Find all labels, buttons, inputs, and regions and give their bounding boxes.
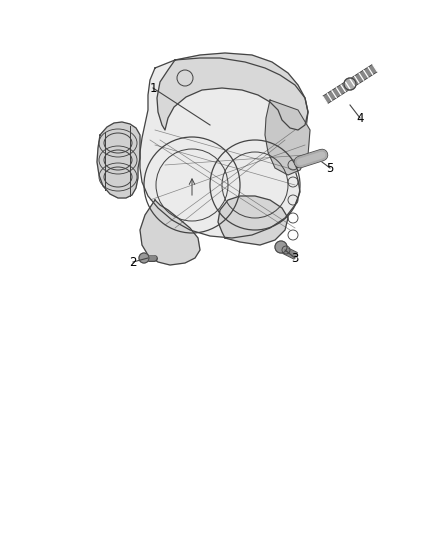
Text: 3: 3 (291, 252, 299, 264)
Text: 2: 2 (129, 255, 137, 269)
Text: 5: 5 (326, 161, 334, 174)
Polygon shape (157, 53, 308, 130)
Polygon shape (265, 100, 310, 175)
Polygon shape (140, 200, 200, 265)
Polygon shape (140, 58, 308, 238)
Polygon shape (218, 196, 288, 245)
Text: 1: 1 (149, 82, 157, 94)
Polygon shape (97, 122, 140, 198)
Circle shape (275, 241, 287, 253)
Circle shape (139, 253, 149, 263)
Circle shape (344, 78, 356, 90)
Text: 4: 4 (356, 111, 364, 125)
